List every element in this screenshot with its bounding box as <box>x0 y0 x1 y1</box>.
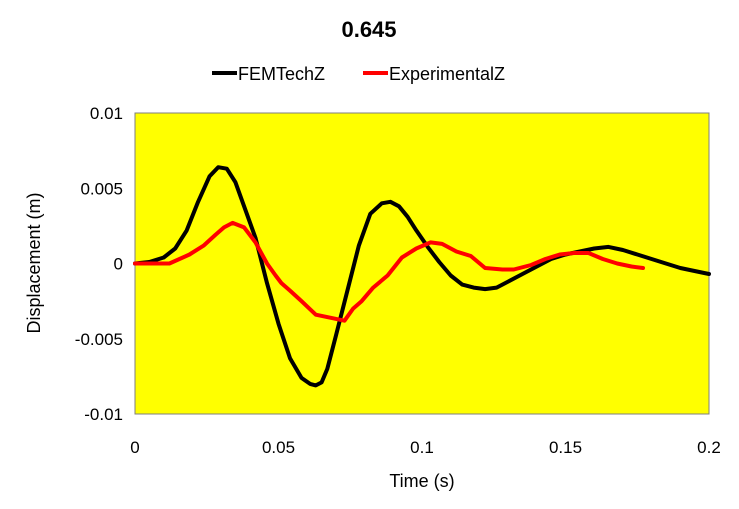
x-tick-label: 0.2 <box>697 438 721 457</box>
legend: FEMTechZ ExperimentalZ <box>212 64 505 84</box>
series-lines <box>133 165 711 388</box>
x-axis-label: Time (s) <box>389 471 454 491</box>
legend-label-experimentalz: ExperimentalZ <box>389 64 505 84</box>
y-tick-labels: 0.01 0.005 0 -0.005 -0.01 <box>75 104 123 424</box>
chart-title: 0.645 <box>341 17 396 42</box>
x-tick-label: 0.1 <box>410 438 434 457</box>
y-tick-label: -0.005 <box>75 330 123 349</box>
legend-label-femtechz: FEMTechZ <box>238 64 325 84</box>
series-line-experimentalz <box>133 220 645 323</box>
y-tick-label: 0.01 <box>90 104 123 123</box>
y-tick-label: -0.01 <box>84 405 123 424</box>
y-tick-label: 0 <box>114 255 123 274</box>
y-axis-label: Displacement (m) <box>24 192 44 333</box>
series-line-femtechz <box>133 165 711 388</box>
x-tick-label: 0.15 <box>549 438 582 457</box>
x-tick-label: 0.05 <box>262 438 295 457</box>
x-tick-labels: 0 0.05 0.1 0.15 0.2 <box>130 438 721 457</box>
x-tick-label: 0 <box>130 438 139 457</box>
y-tick-label: 0.005 <box>80 179 123 198</box>
